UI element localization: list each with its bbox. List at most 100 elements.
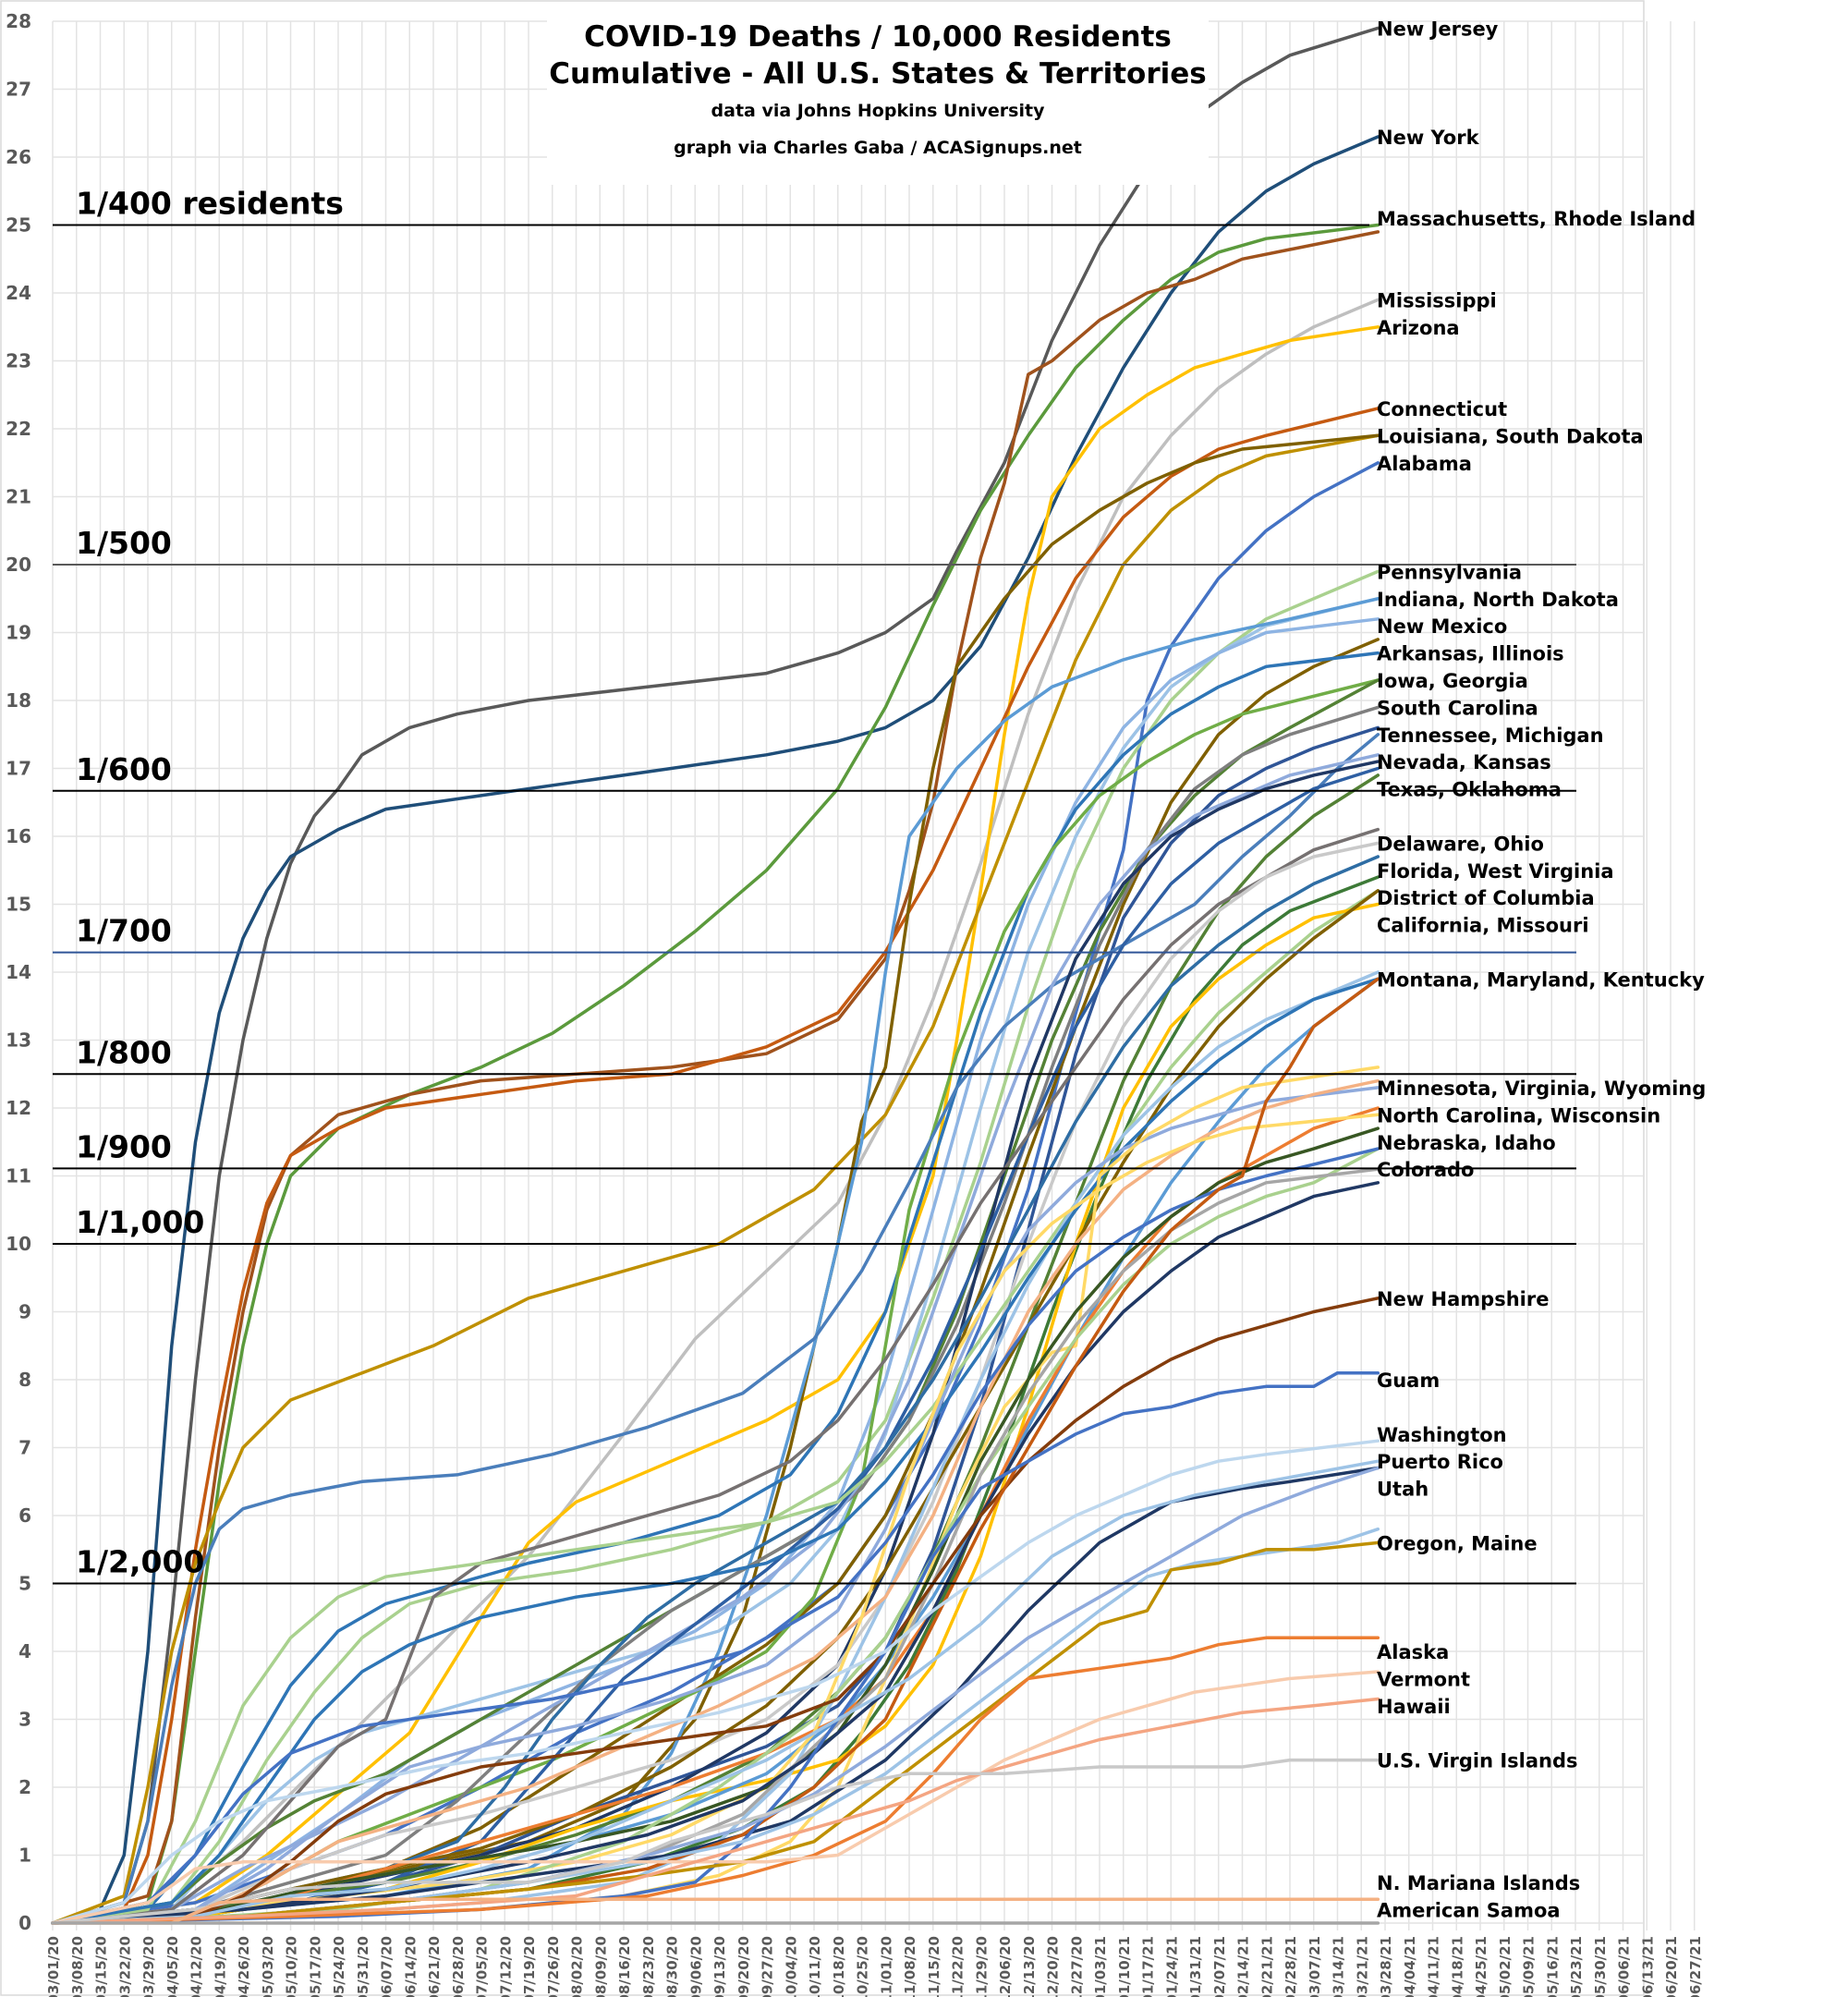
plot-frame xyxy=(0,0,1645,1996)
series-end-label: Arkansas, Illinois xyxy=(1377,643,1564,665)
x-tick-label: 12/20/20 xyxy=(1045,1936,1062,1997)
x-tick-label: 06/27/21 xyxy=(1687,1936,1704,1997)
data-credit: data via Johns Hopkins University xyxy=(711,101,1045,121)
x-tick-label: 03/15/20 xyxy=(93,1936,110,1997)
x-tick-label: 04/12/20 xyxy=(188,1936,205,1997)
x-tick-label: 09/20/20 xyxy=(736,1936,752,1997)
series-end-label: Massachusetts, Rhode Island xyxy=(1377,208,1696,230)
x-tick-label: 06/21/20 xyxy=(426,1936,443,1997)
series-end-label: South Carolina xyxy=(1377,697,1538,719)
series-end-label: Colorado xyxy=(1377,1159,1474,1181)
series-end-label: Puerto Rico xyxy=(1377,1451,1503,1473)
y-tick-label: 20 xyxy=(6,554,31,576)
x-tick-label: 03/21/21 xyxy=(1354,1936,1370,1997)
y-tick-label: 2 xyxy=(18,1776,31,1798)
x-tick-label: 05/24/20 xyxy=(331,1936,347,1997)
x-tick-label: 04/25/21 xyxy=(1473,1936,1489,1997)
x-tick-label: 03/07/21 xyxy=(1307,1936,1323,1997)
series-end-label: New Hampshire xyxy=(1377,1288,1549,1310)
series-line-michigan xyxy=(51,733,1380,1925)
x-tick-label: 11/29/20 xyxy=(973,1936,990,1997)
series-end-label: Alabama xyxy=(1377,453,1472,475)
x-tick-label: 06/14/20 xyxy=(402,1936,419,1997)
x-tick-label: 06/07/20 xyxy=(379,1936,395,1997)
series-end-label: Iowa, Georgia xyxy=(1377,670,1528,692)
series-line-rhode-island xyxy=(51,230,1380,1925)
x-tick-label: 08/30/20 xyxy=(664,1936,681,1997)
series-line-colorado xyxy=(51,1147,1380,1925)
series-end-label: Indiana, North Dakota xyxy=(1377,589,1619,611)
series-end-label: Mississippi xyxy=(1377,289,1497,311)
series-line-district-of-columbia xyxy=(51,889,1380,1925)
y-tick-label: 27 xyxy=(6,79,31,101)
graph-credit: graph via Charles Gaba / ACASignups.net xyxy=(674,138,1082,158)
x-tick-label: 06/28/20 xyxy=(450,1936,467,1997)
series-end-label: California, Missouri xyxy=(1377,915,1589,937)
chart-title-block: COVID-19 Deaths / 10,000 Residents Cumul… xyxy=(547,18,1209,185)
x-tick-label: 04/05/20 xyxy=(164,1936,181,1997)
series-end-label: Connecticut xyxy=(1377,398,1507,420)
reference-line-label: 1/500 xyxy=(76,525,172,561)
x-tick-label: 03/01/20 xyxy=(45,1936,62,1997)
series-end-label: North Carolina, Wisconsin xyxy=(1377,1104,1660,1126)
series-end-label: New Jersey xyxy=(1377,18,1499,40)
x-tick-label: 03/28/21 xyxy=(1378,1936,1394,1997)
series-line-indiana xyxy=(51,597,1380,1925)
x-tick-label: 10/18/20 xyxy=(831,1936,847,1997)
y-tick-label: 7 xyxy=(18,1437,31,1459)
x-tick-label: 11/22/20 xyxy=(950,1936,967,1997)
y-tick-label: 15 xyxy=(6,894,31,916)
series-line-connecticut xyxy=(51,407,1380,1925)
series-end-label: Oregon, Maine xyxy=(1377,1532,1538,1554)
y-tick-label: 4 xyxy=(18,1640,31,1662)
series-end-label: U.S. Virgin Islands xyxy=(1377,1750,1578,1772)
series-line-south-carolina xyxy=(51,705,1380,1925)
x-tick-label: 01/03/21 xyxy=(1092,1936,1109,1997)
x-tick-label: 02/28/21 xyxy=(1283,1936,1299,1997)
x-tick-label: 10/11/20 xyxy=(807,1936,823,1997)
series-end-label: Texas, Oklahoma xyxy=(1377,779,1562,801)
x-tick-label: 08/09/20 xyxy=(592,1936,609,1997)
series-end-label: Florida, West Virginia xyxy=(1377,860,1614,883)
x-tick-label: 04/26/20 xyxy=(236,1936,252,1997)
x-tick-label: 02/14/21 xyxy=(1235,1936,1252,1997)
series-end-label: Louisiana, South Dakota xyxy=(1377,425,1644,447)
x-tick-label: 02/21/21 xyxy=(1258,1936,1275,1997)
x-tick-label: 05/16/21 xyxy=(1544,1936,1561,1997)
y-tick-label: 11 xyxy=(6,1165,31,1187)
series-line-virginia xyxy=(51,1078,1380,1925)
series-end-label: Washington xyxy=(1377,1424,1507,1446)
x-tick-label: 12/13/20 xyxy=(1021,1936,1038,1997)
x-tick-label: 08/16/20 xyxy=(616,1936,633,1997)
y-tick-label: 12 xyxy=(6,1097,31,1119)
series-line-vermont xyxy=(51,1670,1380,1925)
x-tick-label: 05/30/21 xyxy=(1592,1936,1609,1997)
x-tick-label: 08/02/20 xyxy=(569,1936,586,1997)
series-line-puerto-rico-lower xyxy=(51,1466,1380,1925)
x-tick-label: 03/08/20 xyxy=(69,1936,86,1997)
y-tick-label: 10 xyxy=(6,1233,31,1255)
x-tick-label: 11/15/20 xyxy=(926,1936,942,1997)
y-tick-label: 28 xyxy=(6,10,31,32)
series-line-u-s-virgin-islands xyxy=(51,1758,1380,1925)
series-end-label: N. Mariana Islands xyxy=(1377,1872,1580,1894)
x-tick-label: 11/08/20 xyxy=(902,1936,918,1997)
x-tick-label: 05/10/20 xyxy=(284,1936,300,1997)
x-tick-label: 07/12/20 xyxy=(497,1936,514,1997)
x-tick-label: 07/19/20 xyxy=(521,1936,538,1997)
chart-subtitle: Cumulative - All U.S. States & Territori… xyxy=(549,57,1207,91)
y-tick-label: 13 xyxy=(6,1029,31,1052)
x-tick-label: 05/31/20 xyxy=(355,1936,371,1997)
reference-line-label: 1/600 xyxy=(76,751,172,787)
reference-line-label: 1/900 xyxy=(76,1128,172,1164)
series-end-label: Vermont xyxy=(1377,1668,1470,1690)
series-line-nevada xyxy=(51,753,1380,1925)
series-line-wisconsin xyxy=(51,1113,1380,1925)
reference-line-label: 1/800 xyxy=(76,1034,172,1070)
y-tick-label: 21 xyxy=(6,486,31,508)
reference-line-label: 1/2,000 xyxy=(76,1544,204,1580)
x-tick-label: 05/23/21 xyxy=(1568,1936,1585,1997)
x-tick-label: 04/11/21 xyxy=(1426,1936,1442,1997)
series-line-guam xyxy=(51,1370,1380,1925)
